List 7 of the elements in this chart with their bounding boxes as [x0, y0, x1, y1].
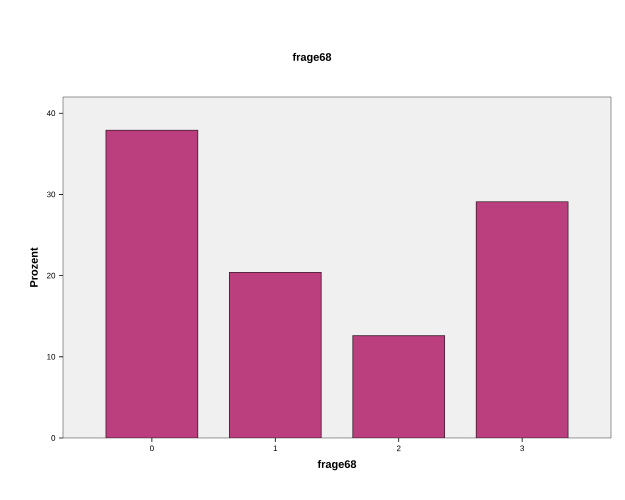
bar	[476, 201, 568, 438]
bar	[106, 130, 198, 438]
y-axis-title: Prozent	[30, 248, 38, 287]
bar	[352, 335, 446, 438]
bar	[228, 272, 322, 438]
chart-title: frage68	[292, 52, 332, 64]
x-axis-title: frage68	[318, 460, 356, 470]
